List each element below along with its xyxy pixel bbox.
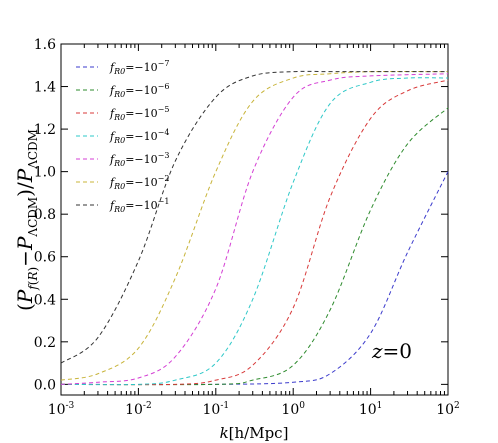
- y-tick-label: 1.4: [34, 80, 56, 96]
- y-tick-label: 1.2: [34, 122, 56, 138]
- y-tick-label: 0.6: [34, 250, 56, 266]
- series-line: [60, 70, 448, 364]
- y-tick-label: 0.0: [34, 377, 56, 393]
- legend: fR0=−10−7 fR0=−10−6 fR0=−10−5 fR0=−10−4 fR0=…: [76, 59, 169, 214]
- series-line: [60, 79, 449, 386]
- x-tick-label: 10-2: [125, 401, 152, 418]
- redshift-annotation: z=0: [371, 339, 412, 363]
- y-tick-label: 0.4: [34, 292, 56, 308]
- x-tick-label: 100: [281, 401, 305, 418]
- y-tick-label: 1.6: [34, 37, 56, 53]
- x-axis-label: k[h/Mpc]: [220, 424, 289, 442]
- legend-label: fR0=−10−5: [109, 105, 169, 122]
- series-line: [60, 73, 449, 385]
- legend-label: fR0=−10−1: [109, 197, 169, 214]
- y-tick-label: 1.0: [34, 165, 56, 181]
- legend-label: fR0=−10−6: [109, 82, 169, 99]
- plot-area: [60, 43, 449, 396]
- series-line: [60, 70, 449, 381]
- series-line: [60, 77, 449, 386]
- legend-label: fR0=−10−4: [109, 128, 169, 145]
- x-axis-ticks: 10-3 10-2 10-1 100 101 102: [48, 44, 460, 418]
- series-line: [60, 107, 449, 386]
- y-tick-label: 0.8: [34, 207, 56, 223]
- x-tick-label: 101: [359, 401, 383, 418]
- svg-text:(Pf(R)−PΛCDM)/PΛCDM: (Pf(R)−PΛCDM)/PΛCDM: [13, 129, 40, 311]
- x-tick-label: 102: [436, 401, 460, 418]
- y-axis-label: (Pf(R)−PΛCDM)/PΛCDM: [13, 129, 40, 311]
- legend-label: fR0=−10−3: [109, 151, 169, 168]
- legend-label: fR0=−10−2: [109, 174, 169, 191]
- y-axis-ticks: 0.0 0.2 0.4 0.6 0.8 1.0 1.2 1.4 1.6: [34, 37, 448, 393]
- x-tick-label: 10-3: [48, 401, 75, 418]
- series-lines: [60, 70, 449, 386]
- legend-label: fR0=−10−7: [109, 59, 169, 76]
- x-tick-label: 10-1: [202, 401, 229, 418]
- y-tick-label: 0.2: [34, 335, 56, 351]
